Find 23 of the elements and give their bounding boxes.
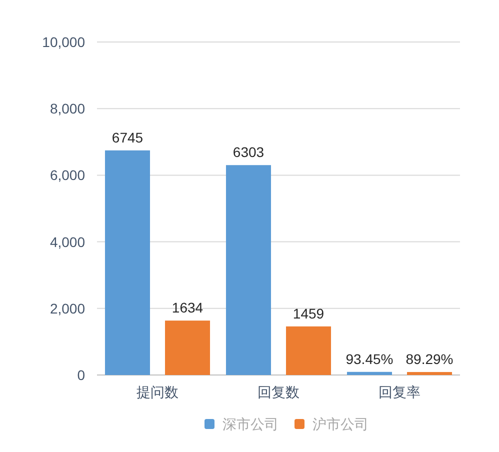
data-label: 1634 — [172, 300, 204, 316]
bar — [407, 372, 452, 375]
data-label: 6745 — [112, 129, 144, 146]
bar — [346, 372, 392, 375]
data-label: 89.29% — [406, 351, 454, 368]
x-tick: 提问数 — [136, 384, 178, 400]
bar — [104, 150, 150, 375]
data-label: 1459 — [292, 305, 324, 322]
x-tick: 回复率 — [378, 384, 420, 400]
data-label: 6303 — [232, 144, 264, 160]
y-tick-label: 2,000 — [50, 300, 86, 316]
legend-label: 深市公司 — [222, 416, 278, 432]
bar — [226, 165, 271, 375]
bar — [165, 320, 210, 375]
y-tick-label: 6,000 — [50, 167, 86, 184]
y-tick-label: 0 — [77, 367, 86, 383]
y-tick-label: 4,000 — [50, 234, 86, 250]
data-label: 93.45% — [346, 350, 394, 367]
x-tick: 回复数 — [258, 384, 300, 400]
y-tick-label: 10,000 — [42, 34, 86, 50]
y-tick-label: 8,000 — [50, 100, 86, 117]
legend-label: 沪市公司 — [312, 416, 368, 432]
bar — [286, 326, 332, 375]
